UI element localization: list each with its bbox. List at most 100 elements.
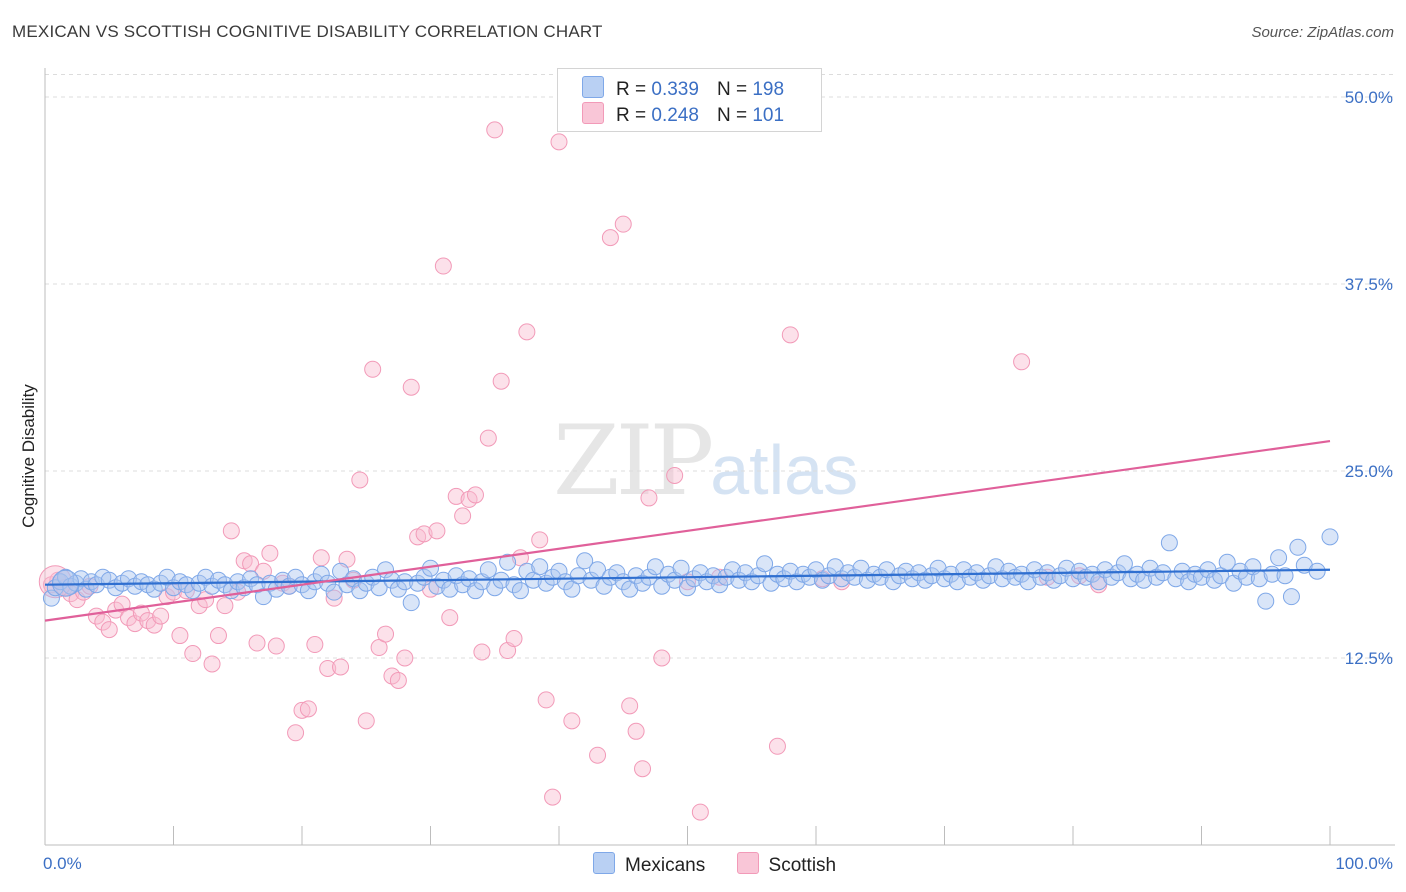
legend-swatch-scottish	[736, 852, 759, 874]
mexican-point	[846, 568, 864, 586]
series-legend: Mexicans Scottish	[593, 852, 862, 877]
scottish-point	[184, 645, 202, 663]
mexican-point	[177, 576, 195, 594]
mexican-point	[466, 582, 484, 600]
scottish-point	[492, 372, 510, 390]
mexican-point	[980, 567, 998, 585]
mexican-point	[428, 577, 446, 595]
scottish-point	[319, 659, 337, 677]
scottish-point	[768, 737, 786, 755]
mexican-point	[396, 573, 414, 591]
mexican-point	[634, 574, 652, 592]
mexican-point	[1000, 562, 1018, 580]
watermark: ZIPatlas	[553, 405, 858, 517]
scottish-point	[621, 697, 639, 715]
mexican-point	[704, 567, 722, 585]
scottish-point	[203, 655, 221, 673]
mexican-point	[569, 567, 587, 585]
scottish-point	[402, 378, 420, 396]
mexican-point	[608, 564, 626, 582]
scottish-point	[332, 658, 350, 676]
legend-r-value: 0.248	[651, 105, 699, 126]
scottish-point	[222, 522, 240, 540]
scottish-point	[640, 489, 658, 507]
scottish-point	[261, 544, 279, 562]
x-tick-label: 0.0%	[43, 854, 82, 873]
scottish-point	[518, 323, 536, 341]
mexican-point	[756, 555, 774, 573]
mexican-point	[158, 568, 176, 586]
scottish-point	[389, 671, 407, 689]
scottish-point	[441, 609, 459, 627]
scottish-point	[627, 722, 645, 740]
legend-label-scottish: Scottish	[768, 855, 837, 876]
scottish-point	[216, 597, 234, 615]
mexican-point	[505, 576, 523, 594]
scottish-point	[209, 627, 227, 645]
scottish-point	[396, 649, 414, 667]
legend-swatch-scottish	[582, 102, 604, 124]
scottish-point	[325, 589, 343, 607]
scottish-point	[293, 701, 311, 719]
mexican-point	[370, 579, 388, 597]
mexican-point	[1270, 549, 1288, 567]
scottish-point	[415, 525, 433, 543]
scottish-point	[100, 621, 118, 639]
scottish-trend-line	[44, 439, 1331, 622]
legend-n-value: 101	[752, 105, 785, 126]
scottish-point	[601, 229, 619, 247]
y-tick-label: 50.0%	[1345, 88, 1393, 107]
mexican-point	[1276, 567, 1294, 585]
mexican-point	[145, 580, 163, 598]
scottish-point	[242, 555, 260, 573]
mexican-point	[1257, 592, 1275, 610]
scottish-point	[563, 712, 581, 730]
mexican-point	[402, 594, 420, 612]
legend-n-label: N =	[716, 79, 748, 100]
mexican-point	[197, 568, 215, 586]
scottish-point	[691, 803, 709, 821]
scottish-point	[428, 522, 446, 540]
scottish-point	[466, 486, 484, 504]
mexican-point	[409, 574, 427, 592]
mexican-point	[499, 553, 517, 571]
chart-title: MEXICAN VS SCOTTISH COGNITIVE DISABILITY…	[12, 22, 603, 41]
scottish-point	[447, 487, 465, 505]
axis-labels: 12.5% 25.0% 37.5% 50.0% 0.0% 100.0% Cognitive …	[19, 88, 1393, 873]
scottish-point	[473, 643, 491, 661]
mexican-point	[672, 559, 690, 577]
x-tick-label: 100.0%	[1335, 854, 1393, 873]
scottish-point	[614, 215, 632, 233]
mexican-point	[544, 568, 562, 586]
mexican-point	[72, 570, 90, 588]
scottish-point	[653, 649, 671, 667]
mexican-point	[679, 579, 696, 597]
mexican-point	[1070, 562, 1088, 580]
legend-n-label: N =	[716, 105, 748, 126]
mexican-point	[1308, 562, 1326, 580]
mexican-point	[511, 582, 529, 600]
legend-swatch-mexicans	[593, 852, 615, 874]
scottish-point	[589, 746, 607, 764]
watermark-atlas: atlas	[710, 431, 859, 509]
mexican-point	[216, 576, 234, 594]
mexican-point	[646, 558, 664, 576]
scottish-point	[377, 625, 395, 643]
scottish-point	[550, 133, 568, 151]
mexican-point	[1115, 555, 1133, 573]
legend-item-scottish[interactable]: Scottish	[736, 852, 837, 877]
y-tick-label: 37.5%	[1345, 275, 1393, 294]
mexican-point	[325, 583, 343, 601]
scottish-point	[1013, 353, 1031, 371]
scottish-point	[357, 712, 375, 730]
legend-item-mexicans[interactable]: Mexicans	[593, 852, 705, 877]
scottish-point	[248, 634, 266, 652]
mexican-point	[1289, 538, 1307, 556]
source-note: Source: ZipAtlas.com	[1251, 24, 1394, 41]
mexican-point	[52, 569, 80, 597]
y-tick-label: 12.5%	[1345, 649, 1393, 668]
scottish-point	[364, 360, 382, 378]
mexican-point	[743, 573, 761, 591]
scottish-point	[312, 549, 330, 567]
scottish-point	[190, 597, 208, 615]
